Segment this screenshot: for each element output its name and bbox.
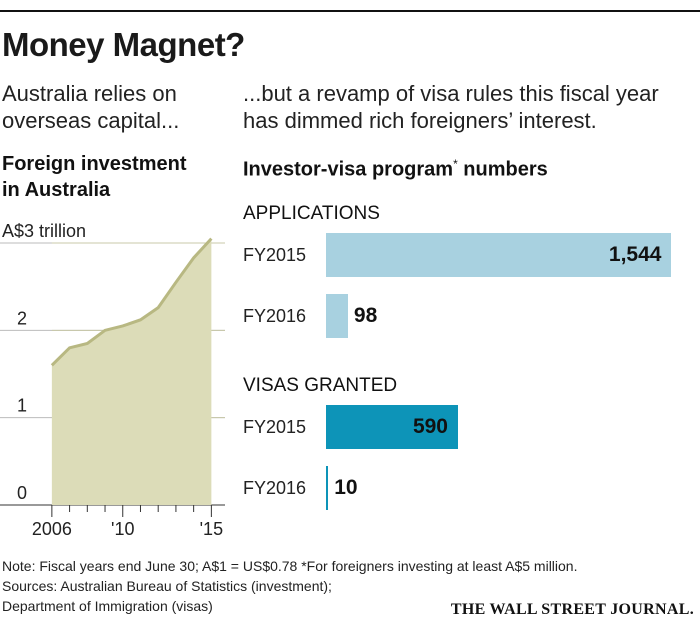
- right-subhead: ...but a revamp of visa rules this fisca…: [243, 80, 659, 134]
- investment-chart-title-line: Foreign investment: [2, 153, 187, 175]
- x-tick-label: '10: [111, 519, 134, 539]
- investment-area-chart: 0 1 2 A$3 trillion 2006 '10 '15: [0, 221, 225, 539]
- visa-chart-title-suffix: numbers: [457, 158, 548, 181]
- visa-bar-chart: APPLICATIONS FY2015 1,544 FY2016 98 VISAS GRA…: [230, 195, 700, 535]
- bar-category-label: FY2015: [243, 245, 307, 265]
- investment-chart-title-line: in Australia: [2, 179, 111, 201]
- sources-line: Department of Immigration (visas): [2, 598, 213, 614]
- page-title: Money Magnet?: [2, 26, 245, 63]
- visa-chart-title: Investor-visa program* numbers: [243, 151, 548, 183]
- bar-group-label: VISAS GRANTED: [243, 375, 398, 396]
- bar-category-label: FY2016: [243, 478, 307, 498]
- bar-value-label: 590: [412, 415, 448, 438]
- bar: [326, 233, 672, 277]
- bar-group-label: APPLICATIONS: [243, 203, 380, 224]
- sources-line: Sources: Australian Bureau of Statistics…: [2, 578, 332, 594]
- bar-value-label: 10: [334, 476, 358, 499]
- investment-chart-title: Foreign investment in Australia: [2, 151, 186, 203]
- bar-value-label: 1,544: [608, 243, 662, 266]
- y-tick-label: 0: [17, 483, 27, 503]
- y-tick-label: 1: [17, 396, 27, 416]
- bar: [326, 405, 458, 449]
- left-subhead-line: Australia relies on: [2, 81, 177, 106]
- right-subhead-line: ...but a revamp of visa rules this fisca…: [243, 81, 659, 106]
- bar-category-label: FY2016: [243, 306, 307, 326]
- visa-chart-title-text: Investor-visa program: [243, 158, 454, 181]
- investment-line: [50, 237, 213, 367]
- right-subhead-line: has dimmed rich foreigners’ interest.: [243, 108, 597, 133]
- y-tick-label: A$3 trillion: [2, 221, 86, 241]
- note-text: Note: Fiscal years end June 30; A$1 = US…: [2, 558, 578, 574]
- y-tick-label: 2: [17, 308, 27, 328]
- asterisk: *: [453, 157, 458, 171]
- footnote: Note: Fiscal years end June 30; A$1 = US…: [2, 556, 700, 616]
- bar-category-label: FY2015: [243, 417, 307, 437]
- bar: [326, 466, 329, 510]
- x-tick-label: '15: [200, 519, 223, 539]
- bar-value-label: 98: [353, 304, 378, 327]
- left-subhead-line: overseas capital...: [2, 108, 180, 133]
- x-tick-label: 2006: [32, 519, 72, 539]
- publisher-logo: THE WALL STREET JOURNAL.: [450, 601, 694, 618]
- bar: [326, 294, 348, 338]
- left-subhead: Australia relies on overseas capital...: [2, 80, 179, 134]
- top-rule: [0, 10, 700, 12]
- investment-area: [51, 238, 212, 505]
